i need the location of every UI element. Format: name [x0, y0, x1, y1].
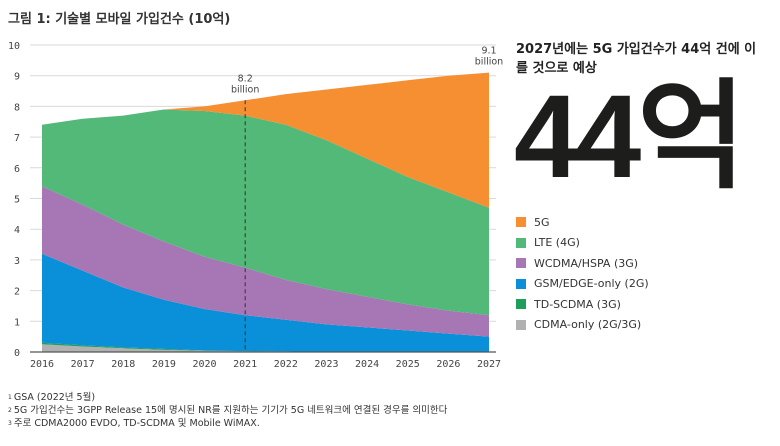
legend-label: 5G — [534, 215, 550, 229]
legend-label: LTE (4G) — [534, 236, 580, 250]
legend-item: GSM/EDGE-only (2G) — [516, 274, 649, 295]
y-tick-label: 10 — [8, 41, 20, 52]
legend-item: CDMA-only (2G/3G) — [516, 315, 649, 336]
y-tick-label: 9 — [14, 72, 20, 83]
x-tick-label: 2018 — [111, 359, 135, 370]
area-cdma-only-2g-3g — [42, 344, 489, 352]
footnotes: 1 GSA (2022년 5월) 2 5G 가입건수는 3GPP Release 15… — [8, 391, 447, 430]
annotation-label: 9.1 — [481, 46, 496, 57]
area-5g — [42, 72, 489, 208]
axes: 0 1 2 3 4 5 6 7 8 9 10 2016 2017 2018 2019 2020 2021 2022… — [8, 41, 501, 370]
headline: 2027년에는 5G 가입건수가 44억 건에 이를 것으로 예상 — [516, 42, 757, 76]
area-gsm-edge-only-2g — [42, 253, 489, 352]
y-tick-label: 6 — [14, 164, 20, 175]
annotation-label: billion — [231, 84, 259, 95]
legend-swatch — [516, 217, 526, 228]
y-tick-label: 5 — [14, 195, 20, 206]
y-tick-label: 1 — [14, 317, 20, 328]
legend-item: TD-SCDMA (3G) — [516, 294, 649, 315]
x-tick-label: 2025 — [396, 359, 420, 370]
legend-label: TD-SCDMA (3G) — [534, 297, 621, 311]
footnote: 2 5G 가입건수는 3GPP Release 15에 명시된 NR를 지원하는 … — [8, 405, 448, 416]
legend-label: CDMA-only (2G/3G) — [534, 318, 642, 332]
footnote: 3 주로 CDMA2000 EVDO, TD-SCDMA 및 Mobile WiM… — [8, 418, 260, 429]
x-tick-label: 2027 — [477, 359, 501, 370]
legend: 5G LTE (4G) WCDMA/HSPA (3G) GSM/EDGE-only (… — [516, 212, 649, 335]
legend-swatch — [516, 258, 526, 269]
y-tick-label: 7 — [14, 133, 20, 144]
area-lte-4g — [42, 109, 489, 316]
footnote: 1 GSA (2022년 5월) — [8, 392, 96, 403]
area-series — [42, 72, 489, 352]
y-tick-label: 8 — [14, 102, 20, 113]
legend-item: LTE (4G) — [516, 233, 649, 254]
legend-swatch — [516, 278, 526, 289]
y-tick-label: 3 — [14, 256, 20, 267]
legend-swatch — [516, 319, 526, 330]
y-tick-label: 2 — [14, 287, 20, 298]
x-tick-label: 2020 — [192, 359, 216, 370]
x-tick-label: 2024 — [355, 359, 379, 370]
legend-swatch — [516, 299, 526, 310]
stacked-area-chart: 0 1 2 3 4 5 6 7 8 9 10 2016 2017 2018 2019 2020 2021 2022… — [8, 41, 503, 370]
legend-swatch — [516, 237, 526, 248]
legend-item: 5G — [516, 212, 649, 233]
x-tick-label: 2019 — [152, 359, 176, 370]
y-tick-label: 4 — [14, 225, 20, 236]
big-number: 44억 — [514, 71, 746, 203]
x-tick-label: 2023 — [314, 359, 338, 370]
x-tick-label: 2022 — [274, 359, 298, 370]
chart-title: 그림 1: 기술별 모바일 가입건수 (10억) — [8, 12, 231, 27]
x-tick-label: 2026 — [436, 359, 460, 370]
annotation-label: billion — [475, 57, 503, 68]
y-tick-label: 0 — [14, 348, 20, 359]
annotation-label: 8.2 — [238, 73, 253, 84]
x-tick-label: 2016 — [30, 359, 54, 370]
legend-item: WCDMA/HSPA (3G) — [516, 253, 649, 274]
area-wcdma-hspa-3g — [42, 186, 489, 337]
legend-label: GSM/EDGE-only (2G) — [534, 277, 649, 291]
x-tick-label: 2021 — [233, 359, 257, 370]
legend-label: WCDMA/HSPA (3G) — [534, 256, 639, 270]
x-tick-label: 2017 — [71, 359, 95, 370]
